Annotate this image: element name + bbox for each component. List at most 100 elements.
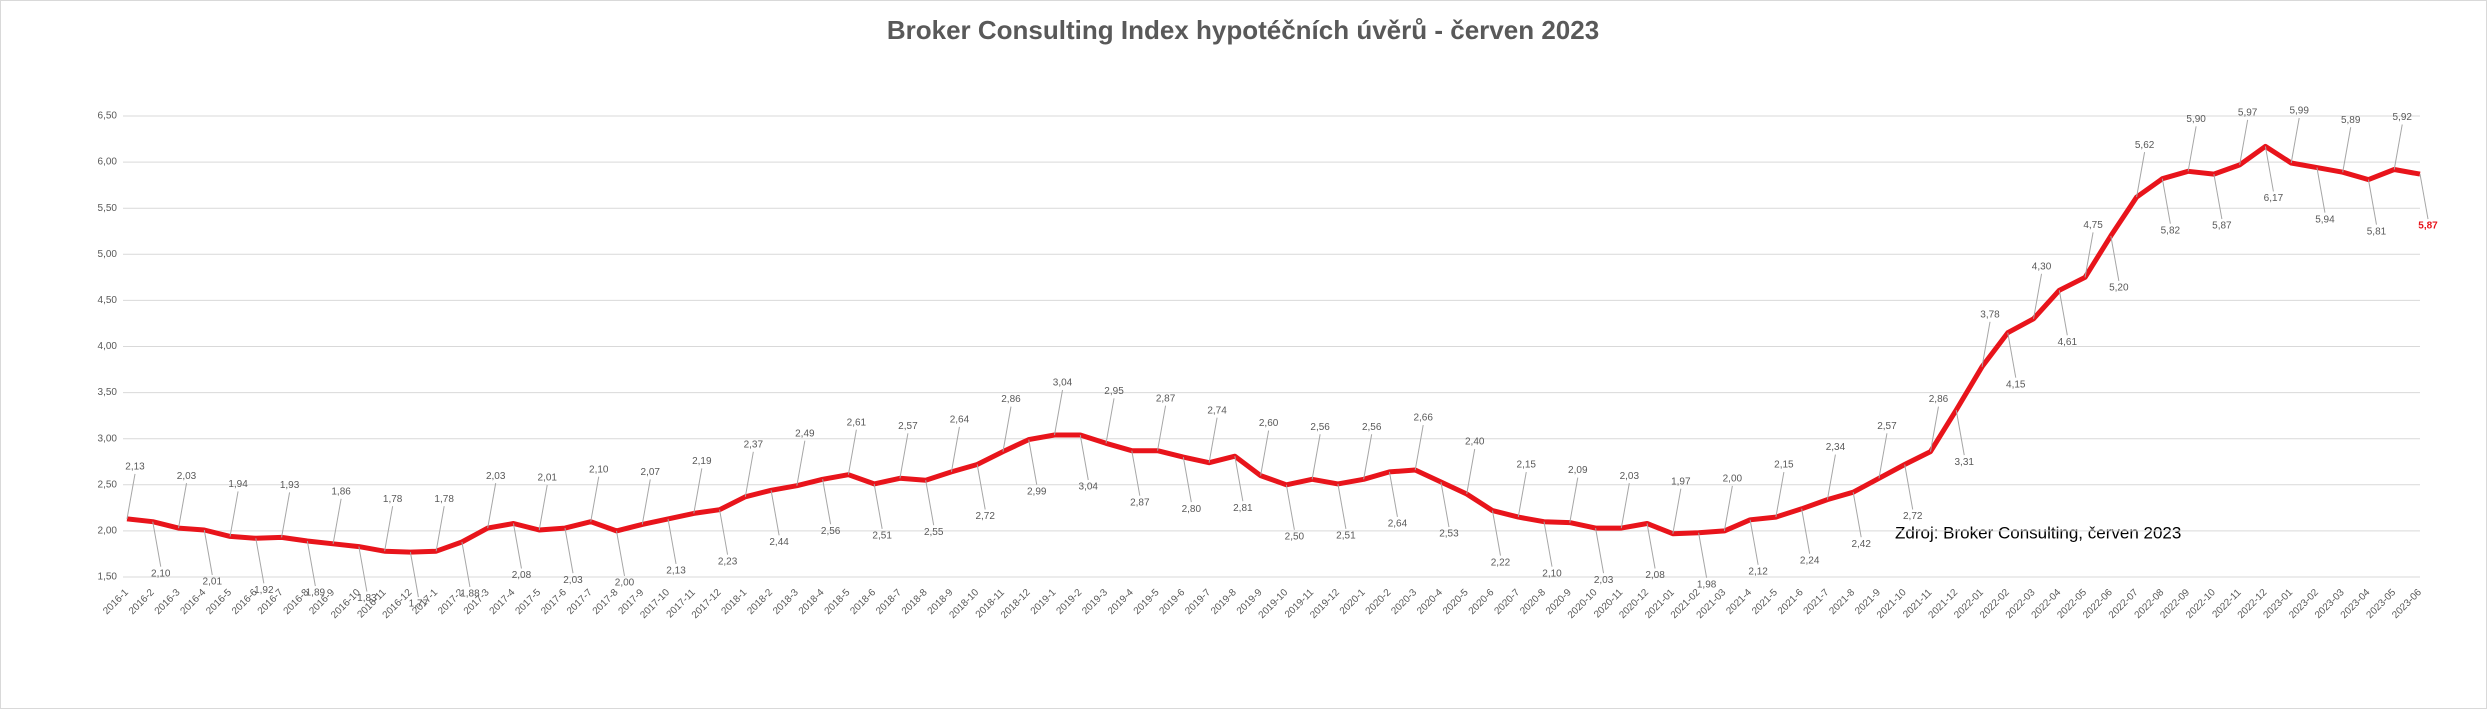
leader-line bbox=[1054, 389, 1063, 436]
data-label: 2,07 bbox=[641, 467, 661, 478]
leader-line bbox=[2367, 179, 2377, 225]
leader-line bbox=[873, 483, 883, 529]
leader-line bbox=[899, 433, 909, 479]
leader-line bbox=[925, 480, 935, 526]
leader-line bbox=[2419, 173, 2429, 220]
leader-line bbox=[461, 541, 471, 588]
leader-line bbox=[1723, 485, 1733, 531]
data-label: 2,12 bbox=[1748, 566, 1768, 577]
leader-line bbox=[1182, 457, 1192, 503]
leader-line bbox=[2342, 127, 2352, 173]
data-label: 1,86 bbox=[331, 486, 351, 497]
leader-line bbox=[1775, 471, 1785, 518]
data-label: 2,60 bbox=[1259, 418, 1279, 429]
leader-line bbox=[2213, 173, 2223, 220]
data-label: 1,88 bbox=[460, 589, 480, 600]
data-label: 2,61 bbox=[847, 417, 867, 428]
data-label: 2,03 bbox=[563, 575, 583, 586]
y-tick-label: 3,00 bbox=[98, 433, 118, 444]
data-label: 2,66 bbox=[1413, 413, 1433, 424]
leader-line bbox=[435, 506, 445, 552]
y-tick-label: 5,00 bbox=[98, 249, 118, 260]
data-label: 5,97 bbox=[2238, 108, 2258, 119]
leader-line bbox=[1929, 406, 1939, 452]
data-label: 4,30 bbox=[2032, 261, 2052, 272]
leader-line bbox=[409, 552, 419, 598]
chart-title: Broker Consulting Index hypotéčních úvěr… bbox=[887, 15, 1599, 45]
leader-line bbox=[2084, 232, 2094, 278]
data-label: 2,10 bbox=[151, 568, 171, 579]
y-tick-label: 2,00 bbox=[98, 526, 118, 537]
leader-line bbox=[950, 426, 960, 472]
source-annotation: Zdroj: Broker Consulting, červen 2023 bbox=[1895, 523, 2181, 542]
data-label: 2,03 bbox=[177, 471, 197, 482]
leader-line bbox=[2290, 117, 2300, 164]
data-label: 2,86 bbox=[1001, 394, 1021, 405]
leader-line bbox=[2136, 152, 2146, 198]
leader-line bbox=[2007, 332, 2017, 378]
data-label: 2,72 bbox=[1903, 511, 1923, 522]
data-label: 6,17 bbox=[2264, 193, 2284, 204]
leader-line bbox=[847, 429, 857, 475]
leader-line bbox=[152, 521, 162, 567]
leader-line bbox=[178, 483, 188, 529]
leader-line bbox=[616, 530, 626, 576]
leader-line bbox=[1878, 433, 1888, 479]
leader-line bbox=[2033, 273, 2043, 319]
data-label: 2,09 bbox=[1568, 465, 1588, 476]
leader-line bbox=[2316, 167, 2326, 213]
data-label: 2,56 bbox=[1310, 422, 1330, 433]
data-label: 5,92 bbox=[2393, 112, 2413, 123]
data-label: 4,61 bbox=[2058, 337, 2078, 348]
data-label: 2,00 bbox=[1723, 474, 1743, 485]
data-label: 2,42 bbox=[1851, 539, 1871, 550]
data-label: 2,57 bbox=[898, 421, 918, 432]
data-label: 2,72 bbox=[975, 511, 995, 522]
data-label: 5,82 bbox=[2161, 225, 2181, 236]
leader-line bbox=[1028, 439, 1038, 485]
data-label: 2,15 bbox=[1774, 460, 1794, 471]
leader-line bbox=[1079, 434, 1089, 481]
data-label: 2,57 bbox=[1877, 421, 1897, 432]
leader-line bbox=[1595, 528, 1605, 574]
data-label: 5,94 bbox=[2315, 214, 2335, 225]
leader-line bbox=[1414, 424, 1424, 471]
leader-line bbox=[538, 484, 548, 531]
data-label: 2,23 bbox=[718, 556, 738, 567]
leader-line bbox=[822, 479, 832, 525]
data-label: 1,98 bbox=[1697, 579, 1717, 590]
y-tick-label: 6,00 bbox=[98, 157, 118, 168]
data-label: 5,90 bbox=[2186, 114, 2206, 125]
data-label: 2,10 bbox=[1542, 568, 1562, 579]
leader-line bbox=[976, 464, 986, 510]
leader-line bbox=[1002, 406, 1012, 452]
leader-line bbox=[1981, 321, 1991, 367]
data-label: 2,53 bbox=[1439, 529, 1459, 540]
leader-line bbox=[1749, 519, 1759, 565]
y-tick-label: 1,50 bbox=[98, 572, 118, 583]
leader-line bbox=[1388, 471, 1398, 517]
data-label: 5,89 bbox=[2341, 115, 2361, 126]
leader-line bbox=[1440, 481, 1450, 528]
data-label: 1,92 bbox=[254, 585, 274, 596]
data-label: 2,51 bbox=[872, 531, 892, 542]
data-label: 2,86 bbox=[1929, 394, 1949, 405]
y-tick-label: 6,50 bbox=[98, 111, 118, 122]
data-label: 1,77 bbox=[409, 599, 429, 610]
data-label: 3,04 bbox=[1053, 378, 1073, 389]
data-label: 2,56 bbox=[821, 526, 841, 537]
leader-line bbox=[1260, 430, 1270, 476]
data-label: 2,22 bbox=[1491, 557, 1511, 568]
data-label: 2,87 bbox=[1130, 497, 1150, 508]
data-label: 1,97 bbox=[1671, 476, 1691, 487]
data-label: 2,99 bbox=[1027, 486, 1047, 497]
leader-line bbox=[1620, 483, 1630, 529]
data-label: 2,64 bbox=[1388, 519, 1408, 530]
data-label: 2,03 bbox=[1620, 471, 1640, 482]
leader-line bbox=[2058, 290, 2068, 336]
leader-line bbox=[1492, 510, 1501, 556]
data-label: 1,83 bbox=[357, 593, 377, 604]
data-line bbox=[126, 143, 2421, 555]
leader-line bbox=[332, 498, 342, 544]
